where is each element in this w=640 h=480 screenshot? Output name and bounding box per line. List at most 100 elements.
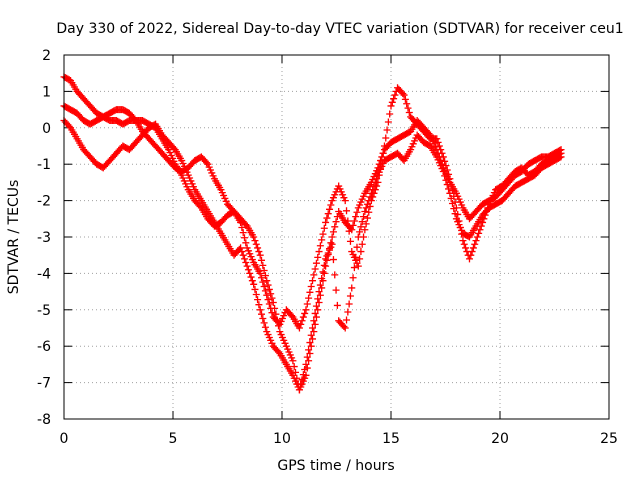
data-point [387,102,395,110]
data-point [349,221,357,229]
data-point [315,248,323,256]
data-point [360,213,368,221]
data-point [328,240,336,248]
data-point [261,287,269,295]
data-point [252,240,260,248]
data-point [352,253,360,261]
data-point [369,186,377,194]
data-point [311,320,319,328]
data-point [259,315,267,323]
data-point [425,130,433,138]
data-point [319,230,327,238]
data-point [307,342,315,350]
data-point [316,291,324,299]
data-point [319,268,327,276]
data-point [316,281,324,289]
data-point [468,248,476,256]
data-point [261,272,269,280]
x-tick-label: 15 [382,431,400,447]
data-point [361,226,369,234]
y-tick-label: -5 [37,303,51,319]
data-point [448,200,456,208]
data-point [460,240,468,248]
data-point [471,240,479,248]
y-tick-label: 1 [42,84,51,100]
data-point [299,371,307,379]
data-point [329,228,337,236]
data-point [65,122,73,130]
data-point [307,283,315,291]
data-point [265,285,273,293]
data-point [403,100,411,108]
data-point [303,300,311,308]
data-point [239,229,247,237]
data-point [268,309,276,317]
data-point [305,357,313,365]
data-point [399,90,407,98]
data-point [382,134,390,142]
data-point [467,251,475,259]
data-point [384,118,392,126]
data-point [450,205,458,213]
data-point [252,291,260,299]
data-point [358,218,366,226]
data-point [242,258,250,266]
data-point [361,208,369,216]
data-point [356,255,364,263]
data-point [434,138,442,146]
data-point [442,176,450,184]
data-point [354,233,362,241]
data-point [311,265,319,273]
data-point [264,296,272,304]
data-point [329,256,337,264]
data-point [433,135,441,143]
data-point [297,320,305,328]
data-point [379,149,387,157]
data-point [275,322,283,330]
data-point [320,269,328,277]
data-point [371,178,379,186]
data-point [316,242,324,250]
x-tick-label: 25 [600,431,618,447]
data-point [318,236,326,244]
data-point [301,365,309,373]
data-point [309,324,317,332]
data-point [365,208,373,216]
data-point [237,244,245,252]
data-point [268,294,276,302]
data-point [256,306,264,314]
data-point [306,339,314,347]
data-point [203,159,211,167]
data-point [353,208,361,216]
data-point [306,288,314,296]
data-point [557,153,565,161]
data-point [346,292,354,300]
data-point [254,296,262,304]
data-point [275,348,283,356]
data-point [302,306,310,314]
grid-lines [64,55,609,419]
data-point [297,381,305,389]
data-point [312,313,320,321]
chart-title: Day 330 of 2022, Sidereal Day-to-day VTE… [56,21,623,37]
data-point [367,189,375,197]
data-point [255,248,263,256]
data-point [312,302,320,310]
data-point [310,328,318,336]
data-point [273,316,281,324]
data-point [323,214,331,222]
data-point [343,207,351,215]
data-point [390,95,398,103]
data-point [435,142,443,150]
data-point [251,285,259,293]
data-point [388,98,396,106]
x-axis-label: GPS time / hours [277,458,394,474]
data-point [353,243,361,251]
data-point [251,237,259,245]
data-point [405,109,413,117]
x-tick-label: 20 [491,431,509,447]
data-point [260,266,268,274]
data-point [473,233,481,241]
data-point [320,261,328,269]
